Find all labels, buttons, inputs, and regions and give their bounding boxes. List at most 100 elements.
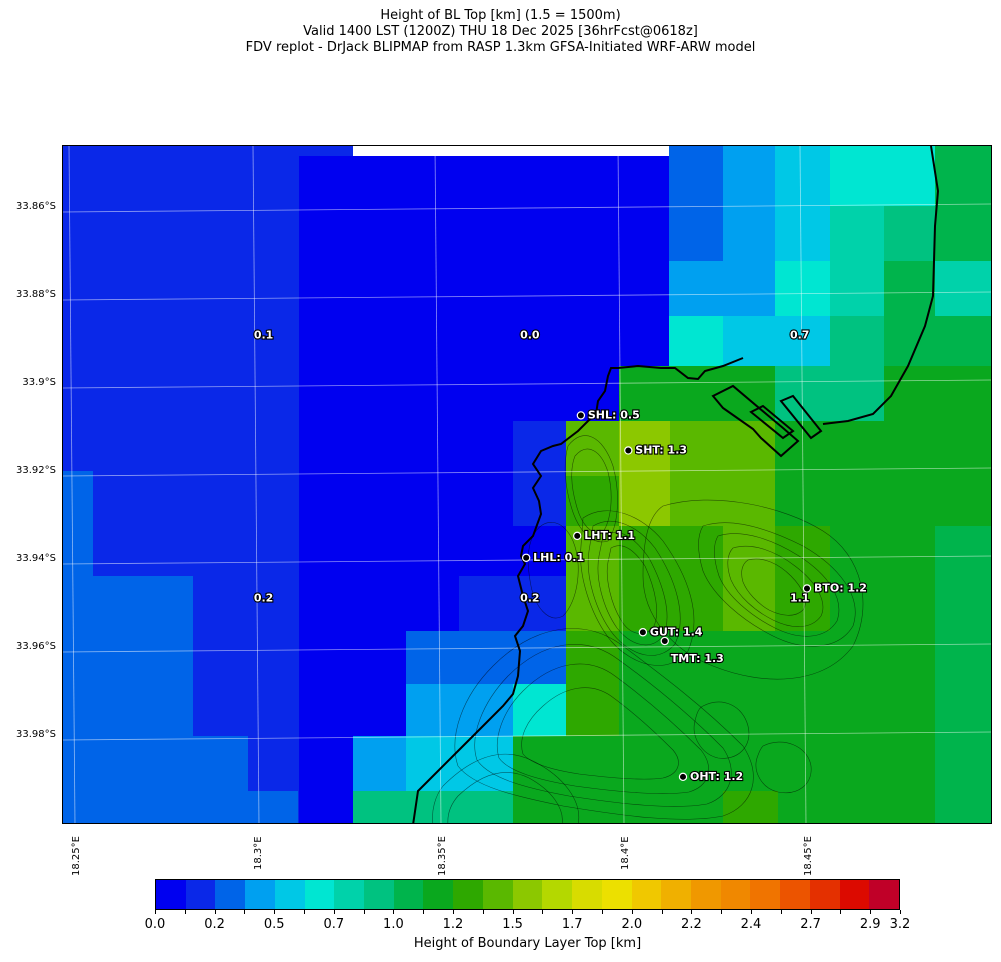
colorbar-segment — [364, 880, 394, 909]
lon-label: 18.35°E — [437, 836, 449, 876]
graticule-lat — [63, 467, 991, 477]
colorbar-tick — [304, 910, 305, 914]
coastline-east — [822, 146, 940, 425]
colorbar-segment — [274, 880, 305, 909]
colorbar-tick — [482, 910, 484, 914]
field-cell — [566, 631, 619, 686]
contour-line — [580, 510, 695, 666]
colorbar-tick — [423, 910, 425, 914]
field-cell — [566, 736, 670, 823]
station-marker-sht[interactable] — [624, 446, 633, 455]
colorbar-tick — [542, 910, 544, 914]
contour-line — [606, 545, 658, 634]
colorbar-label: 0.7 — [323, 917, 345, 932]
colorbar-tick — [244, 910, 246, 914]
station-marker-gut[interactable] — [638, 628, 648, 637]
colorbar-label: 0.0 — [144, 917, 166, 932]
contour-line — [587, 521, 681, 656]
colorbar-label: 0.2 — [204, 917, 225, 932]
contour-line — [714, 533, 840, 637]
colorbar-segment — [215, 880, 246, 909]
colorbar-tick — [840, 910, 842, 914]
station-label-lhl: LHL: 0.1 — [533, 551, 584, 564]
contour-line — [497, 663, 709, 794]
station-label-tmt: TMT: 1.3 — [671, 652, 724, 665]
field-cell — [513, 684, 566, 739]
contour-line — [564, 435, 618, 543]
field-value-label: 0.2 — [520, 592, 540, 605]
colorbar-segment — [661, 880, 691, 909]
colorbar-tick — [393, 910, 395, 914]
colorbar-tick — [870, 910, 872, 914]
station-marker-tmt[interactable] — [660, 636, 669, 646]
station-marker-shl[interactable] — [576, 411, 586, 420]
station-marker-bto[interactable] — [802, 584, 812, 593]
lat-label: 33.98°S — [16, 729, 56, 740]
station-marker-oht[interactable] — [678, 772, 688, 782]
graticule-lon — [252, 146, 260, 823]
station-label-lht: LHT: 1.1 — [584, 529, 635, 542]
colorbar-segment — [839, 880, 870, 909]
field-cell — [63, 471, 93, 823]
lon-label: 18.4°E — [620, 836, 632, 870]
colorbar-tick — [900, 910, 901, 914]
contour-line — [727, 545, 824, 627]
bl-top-field — [63, 146, 991, 823]
colorbar-tick — [661, 910, 663, 914]
contour-line — [521, 687, 679, 780]
field-cell — [619, 526, 723, 631]
colorbar-tick — [155, 910, 156, 914]
field-cell — [723, 316, 830, 371]
field-value-label: 0.1 — [254, 329, 274, 342]
colorbar-segment — [720, 880, 751, 909]
colorbar-tick — [631, 910, 633, 914]
coastline — [412, 146, 940, 823]
contour-line — [698, 522, 856, 647]
field-cell — [669, 316, 723, 371]
colorbar-label: 2.4 — [740, 917, 762, 932]
colorbar-tick — [751, 910, 752, 914]
station-label-gut: GUT: 1.4 — [650, 625, 703, 638]
field-cell — [830, 316, 884, 371]
contour-line — [597, 532, 668, 646]
graticule-lat — [63, 291, 991, 301]
title-line-1: Height of BL Top [km] (1.5 = 1500m) — [380, 8, 621, 23]
harbour-wall — [711, 384, 800, 458]
field-cell — [775, 146, 830, 261]
colorbar-tick — [602, 910, 603, 914]
colorbar-label: 2.2 — [681, 917, 702, 932]
field-cell — [299, 146, 353, 156]
field-cell — [670, 736, 775, 791]
field-cell — [935, 261, 991, 316]
colorbar-segment — [601, 880, 632, 909]
graticule-lon — [617, 146, 625, 823]
field-cell — [566, 526, 619, 631]
field-cell — [93, 576, 193, 823]
field-cell — [193, 736, 248, 823]
station-marker-lhl[interactable] — [521, 553, 531, 562]
title-block: Height of BL Top [km] (1.5 = 1500m) Vali… — [0, 8, 1001, 56]
colorbar-segment — [869, 880, 899, 909]
field-cell — [670, 421, 775, 531]
field-cell — [513, 736, 566, 823]
lat-label: 33.88°S — [16, 289, 56, 300]
lon-label: 18.25°E — [71, 836, 83, 876]
colorbar — [155, 879, 900, 910]
colorbar-tick — [512, 910, 514, 914]
field-cell — [723, 526, 775, 631]
station-marker-lht[interactable] — [573, 531, 582, 541]
graticule-lat — [63, 379, 991, 389]
field-cell — [248, 791, 298, 823]
field-cell — [830, 261, 884, 316]
title-line-2: Valid 1400 LST (1200Z) THU 18 Dec 2025 [… — [303, 24, 698, 39]
colorbar-label: 1.0 — [383, 917, 404, 932]
colorbar-label: 2.9 — [859, 917, 881, 932]
colorbar-segment — [542, 880, 573, 909]
colorbar-segment — [304, 880, 335, 909]
field-cell — [884, 206, 935, 261]
colorbar-segment — [245, 880, 275, 909]
lon-label-text: 18.3°E — [253, 836, 264, 870]
graticule-lon — [799, 146, 807, 823]
lat-label: 33.94°S — [16, 553, 56, 564]
